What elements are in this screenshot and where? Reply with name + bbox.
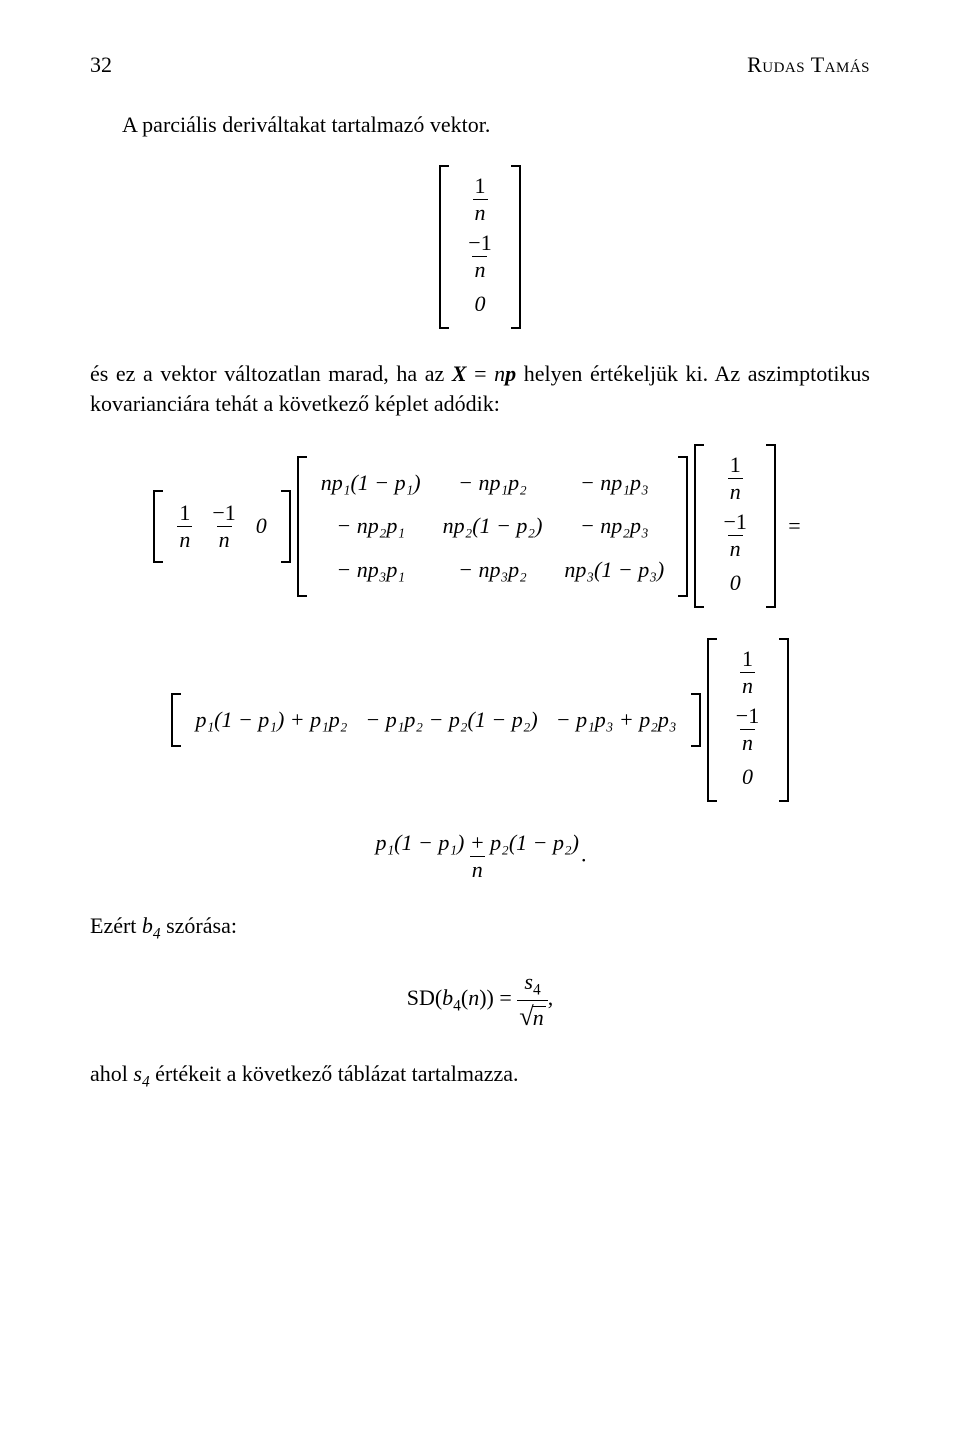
col-e3: 0 xyxy=(714,564,756,602)
sd-num-a: s xyxy=(524,969,533,994)
vec1-e2-num: −1 xyxy=(466,232,493,256)
p2-a: és ez a vektor változatlan marad, ha az xyxy=(90,361,452,386)
midcol-e3: 0 xyxy=(727,758,769,796)
p4-a: ahol xyxy=(90,1061,133,1086)
midcol-e1-den: n xyxy=(740,672,755,697)
m-r3c3: np₃(1 − p₃) xyxy=(564,551,664,589)
covariance-matrix: np₁(1 − p₁) − np₁p₂ − np₁p₃ − np₂p₁ np₂(… xyxy=(297,456,688,597)
p4-b: s xyxy=(133,1061,142,1086)
math-mid-product: p₁(1 − p₁) + p₁p₂ − p₁p₂ − p₂(1 − p₂) − … xyxy=(90,638,870,802)
p4-c: értékeit a következő táblázat tartalmazz… xyxy=(150,1061,519,1086)
result-dot: . xyxy=(581,841,587,866)
row-vector: 1 n −1 n 0 xyxy=(153,490,290,563)
sd-num-sub: 4 xyxy=(533,981,541,998)
p3-b-sub: 4 xyxy=(153,925,161,942)
author-name: Rudas Tamás xyxy=(747,50,870,80)
col-e2-den: n xyxy=(728,535,743,560)
sd-lhs-b: b xyxy=(442,985,453,1010)
paragraph-2: és ez a vektor változatlan marad, ha az … xyxy=(90,359,870,418)
vec1-e3: 0 xyxy=(459,285,501,323)
result-num: p₁(1 − p₁) + p₂(1 − p₂) xyxy=(374,832,581,856)
m-r2c2: np₂(1 − p₂) xyxy=(443,507,543,545)
math-result-fraction: p₁(1 − p₁) + p₂(1 − p₂) n . xyxy=(90,832,870,881)
mid-row-vector: p₁(1 − p₁) + p₁p₂ − p₁p₂ − p₂(1 − p₂) − … xyxy=(171,693,700,747)
midcol-e1-num: 1 xyxy=(740,648,755,672)
midcol-e2-den: n xyxy=(740,729,755,754)
sd-comma: , xyxy=(548,985,554,1010)
p3-a: Ezért xyxy=(90,913,142,938)
m-r1c2: − np₁p₂ xyxy=(443,464,543,502)
midcol-e2-num: −1 xyxy=(734,705,761,729)
math-big-product: 1 n −1 n 0 np₁(1 − p₁) − np₁p₂ xyxy=(90,444,870,608)
col-vector-big: 1 n −1 n 0 xyxy=(694,444,776,608)
sd-eq-sign: = xyxy=(494,985,517,1010)
row-b-num: −1 xyxy=(210,502,237,526)
col-e1-den: n xyxy=(728,478,743,503)
p2-X: X xyxy=(452,361,467,386)
result-den: n xyxy=(470,856,485,881)
m-r2c3: − np₂p₃ xyxy=(564,507,664,545)
vec1-e1-num: 1 xyxy=(473,175,488,199)
col-e1-num: 1 xyxy=(728,454,743,478)
p2-eq: = xyxy=(467,361,495,386)
mid-c3: − p₁p₃ + p₂p₃ xyxy=(556,701,677,739)
m-r2c1: − np₂p₁ xyxy=(321,507,421,545)
m-r3c2: − np₃p₂ xyxy=(443,551,543,589)
paragraph-4: ahol s4 értékeit a következő táblázat ta… xyxy=(90,1059,870,1093)
row-a-den: n xyxy=(177,526,192,551)
sd-lhs-d: n xyxy=(468,985,479,1010)
sd-den: n xyxy=(532,1006,546,1029)
sd-lhs-a: SD( xyxy=(407,985,442,1010)
math-sd-equation: SD(b4(n)) = s4 √n , xyxy=(90,971,870,1029)
p3-c: szórása: xyxy=(161,913,237,938)
mid-c2: − p₁p₂ − p₂(1 − p₂) xyxy=(365,701,537,739)
mid-c1: p₁(1 − p₁) + p₁p₂ xyxy=(195,701,347,739)
math-vector-1: 1 n −1 n 0 xyxy=(90,165,870,329)
page-number: 32 xyxy=(90,50,112,80)
vec1-e1-den: n xyxy=(473,199,488,224)
row-b-den: n xyxy=(217,526,232,551)
m-r3c1: − np₃p₁ xyxy=(321,551,421,589)
equals-sign: = xyxy=(782,511,806,541)
col-e2-num: −1 xyxy=(721,511,748,535)
m-r1c1: np₁(1 − p₁) xyxy=(321,464,421,502)
paragraph-3: Ezért b4 szórása: xyxy=(90,911,870,945)
sd-lhs-b-sub: 4 xyxy=(453,998,461,1015)
sqrt-icon: √n xyxy=(519,1003,545,1029)
sd-lhs-e: )) xyxy=(479,985,494,1010)
p2-n: n xyxy=(494,361,505,386)
row-a-num: 1 xyxy=(177,502,192,526)
paragraph-1: A parciális deriváltakat tartalmazó vekt… xyxy=(90,110,870,140)
page-header: 32 Rudas Tamás xyxy=(90,50,870,80)
mid-col-vector: 1 n −1 n 0 xyxy=(707,638,789,802)
m-r1c3: − np₁p₃ xyxy=(564,464,664,502)
p2-p: p xyxy=(505,361,516,386)
vec1-e2-den: n xyxy=(472,256,487,281)
p4-b-sub: 4 xyxy=(142,1074,150,1091)
row-c: 0 xyxy=(256,507,267,545)
p3-b: b xyxy=(142,913,153,938)
